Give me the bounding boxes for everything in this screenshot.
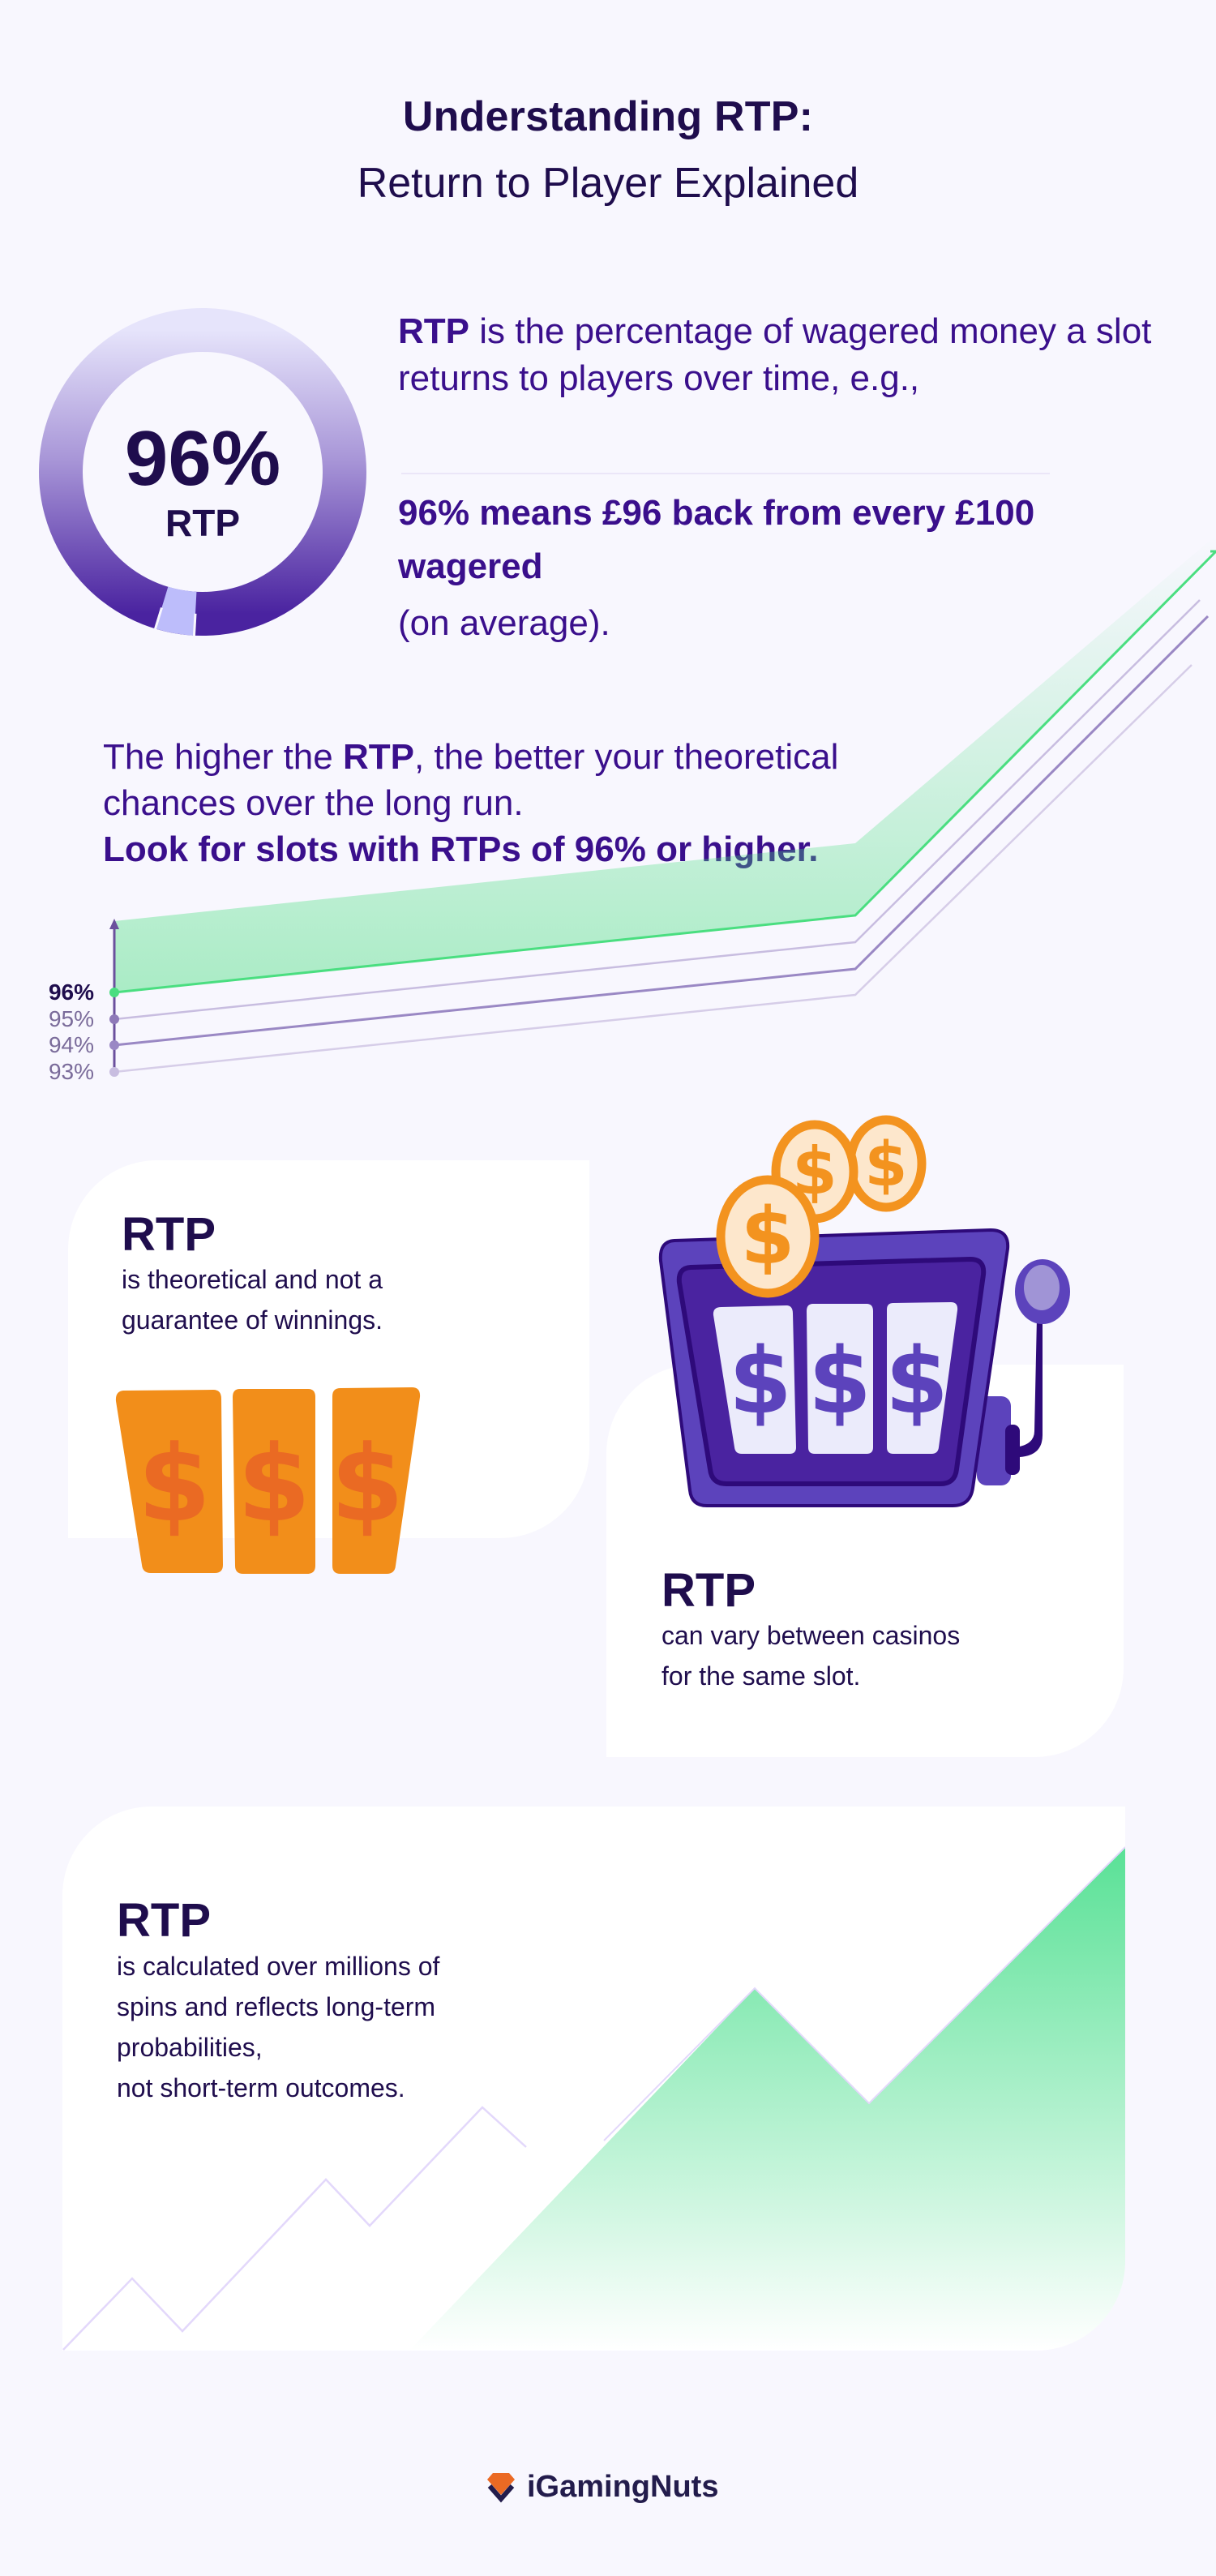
svg-text:$: $ — [741, 1191, 795, 1282]
donut-ring — [39, 308, 366, 636]
svg-text:$: $ — [138, 1422, 211, 1545]
divider — [401, 473, 1050, 474]
card-text: is theoretical and not a guarantee of wi… — [122, 1265, 383, 1335]
term-rtp: RTP — [398, 311, 469, 351]
y-tick-94: 94% — [48, 1032, 94, 1057]
y-axis-arrow-icon — [109, 919, 119, 929]
svg-text:$: $ — [792, 1134, 837, 1209]
card-heading: RTP — [117, 1894, 211, 1947]
card-heading: RTP — [122, 1208, 216, 1261]
card-text: is calculated over millions of spins and… — [117, 1952, 440, 2102]
card-text: can vary between casinos for the same sl… — [662, 1621, 961, 1691]
svg-text:$: $ — [885, 1329, 948, 1434]
donut-unit: RTP — [165, 502, 240, 544]
y-tick-95: 95% — [48, 1006, 94, 1031]
line-95 — [113, 599, 1201, 1021]
y-tick-93: 93% — [48, 1059, 94, 1084]
card-heading: RTP — [662, 1564, 756, 1617]
page-subtitle: Return to Player Explained — [357, 160, 859, 207]
brand-logo-text[interactable]: iGamingNuts — [527, 2470, 719, 2504]
rtp-example: 96% means £96 back from every £100 wager… — [398, 493, 1035, 586]
svg-text:$: $ — [331, 1422, 404, 1545]
svg-text:$: $ — [808, 1329, 871, 1434]
y-tick-96: 96% — [48, 979, 94, 1005]
coin-icon — [716, 1175, 820, 1298]
line-93 — [113, 664, 1192, 1074]
line-94 — [113, 615, 1210, 1047]
svg-text:$: $ — [865, 1128, 908, 1200]
rtp-definition: RTP is the percentage of wagered money a… — [398, 311, 1152, 398]
line-96 — [113, 550, 1216, 994]
svg-text:$: $ — [729, 1329, 792, 1434]
rtp-example-note: (on average). — [398, 603, 610, 643]
donut-value: 96% — [124, 415, 281, 502]
svg-text:$: $ — [238, 1422, 310, 1545]
page-title: Understanding RTP: — [402, 93, 814, 140]
